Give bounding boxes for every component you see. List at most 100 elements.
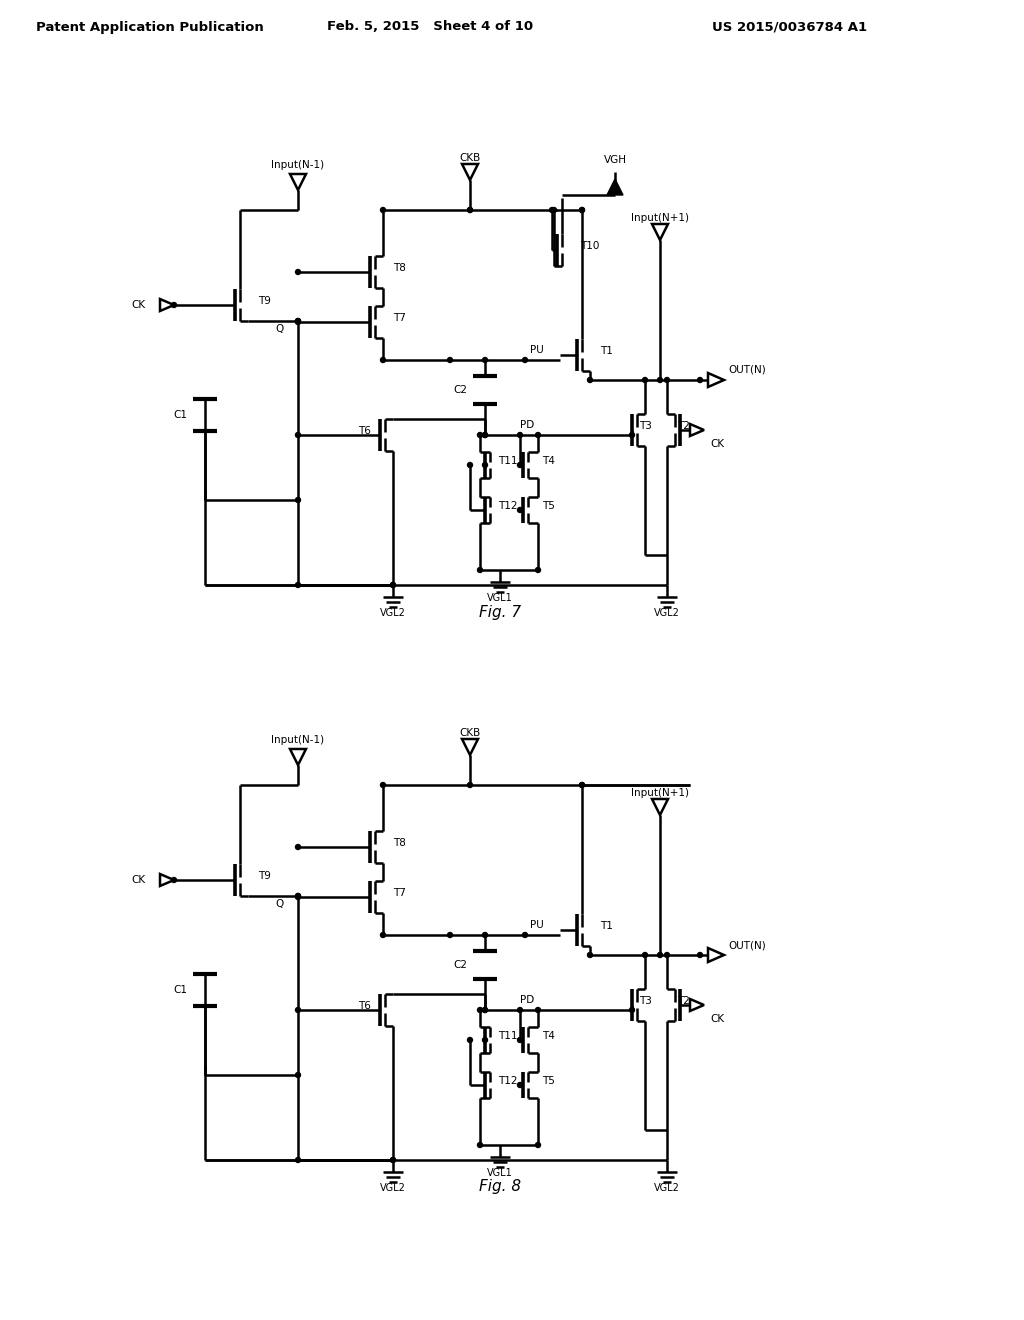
Text: Feb. 5, 2015   Sheet 4 of 10: Feb. 5, 2015 Sheet 4 of 10 xyxy=(327,21,534,33)
Text: VGL1: VGL1 xyxy=(487,593,513,603)
Text: T8: T8 xyxy=(393,838,406,847)
Circle shape xyxy=(580,783,585,788)
Text: T5: T5 xyxy=(542,1076,555,1086)
Polygon shape xyxy=(607,180,623,195)
Text: T7: T7 xyxy=(393,313,406,323)
Circle shape xyxy=(580,207,585,213)
Text: CK: CK xyxy=(132,300,146,310)
Circle shape xyxy=(296,269,300,275)
Circle shape xyxy=(390,582,395,587)
Circle shape xyxy=(477,1143,482,1147)
Text: C2: C2 xyxy=(453,960,467,970)
Circle shape xyxy=(482,433,487,437)
Circle shape xyxy=(468,1038,472,1043)
Circle shape xyxy=(536,1143,541,1147)
Text: T11: T11 xyxy=(498,455,517,466)
Polygon shape xyxy=(690,999,705,1011)
Polygon shape xyxy=(160,300,174,312)
Text: T7: T7 xyxy=(393,888,406,898)
Text: T1: T1 xyxy=(600,346,613,356)
Text: Patent Application Publication: Patent Application Publication xyxy=(36,21,264,33)
Text: OUT(N): OUT(N) xyxy=(728,940,766,950)
Circle shape xyxy=(468,462,472,467)
Circle shape xyxy=(482,433,487,437)
Circle shape xyxy=(477,568,482,573)
Text: T2: T2 xyxy=(677,997,690,1006)
Text: T10: T10 xyxy=(580,242,599,251)
Text: T6: T6 xyxy=(358,426,371,436)
Polygon shape xyxy=(462,739,478,755)
Circle shape xyxy=(296,894,300,899)
Circle shape xyxy=(468,783,472,788)
Circle shape xyxy=(296,894,300,899)
Circle shape xyxy=(657,953,663,957)
Text: T4: T4 xyxy=(542,455,555,466)
Circle shape xyxy=(642,378,647,383)
Text: Input(N-1): Input(N-1) xyxy=(271,160,325,170)
Circle shape xyxy=(390,582,395,587)
Text: VGL1: VGL1 xyxy=(487,1168,513,1177)
Circle shape xyxy=(381,932,385,937)
Circle shape xyxy=(517,507,522,512)
Circle shape xyxy=(697,953,702,957)
Circle shape xyxy=(296,318,300,323)
Circle shape xyxy=(517,1082,522,1088)
Circle shape xyxy=(517,1038,522,1043)
Circle shape xyxy=(296,1007,300,1012)
Circle shape xyxy=(296,433,300,437)
Text: Input(N+1): Input(N+1) xyxy=(631,213,689,223)
Circle shape xyxy=(171,878,176,883)
Circle shape xyxy=(477,433,482,437)
Text: OUT(N): OUT(N) xyxy=(728,366,766,375)
Text: CK: CK xyxy=(710,440,724,449)
Circle shape xyxy=(482,932,487,937)
Text: PD: PD xyxy=(520,420,535,430)
Text: T2: T2 xyxy=(677,421,690,432)
Circle shape xyxy=(447,358,453,363)
Circle shape xyxy=(522,932,527,937)
Polygon shape xyxy=(708,948,724,962)
Polygon shape xyxy=(290,174,306,190)
Circle shape xyxy=(588,953,593,957)
Circle shape xyxy=(482,1007,487,1012)
Circle shape xyxy=(697,378,702,383)
Text: C1: C1 xyxy=(173,985,187,995)
Circle shape xyxy=(296,895,300,899)
Text: VGL2: VGL2 xyxy=(654,1183,680,1193)
Circle shape xyxy=(580,783,585,788)
Circle shape xyxy=(296,845,300,850)
Polygon shape xyxy=(708,374,724,387)
Circle shape xyxy=(381,358,385,363)
Text: T9: T9 xyxy=(258,296,271,306)
Circle shape xyxy=(390,1158,395,1163)
Text: Input(N+1): Input(N+1) xyxy=(631,788,689,799)
Circle shape xyxy=(550,207,555,213)
Circle shape xyxy=(468,207,472,213)
Text: VGL2: VGL2 xyxy=(654,609,680,618)
Text: CKB: CKB xyxy=(460,153,480,162)
Polygon shape xyxy=(160,874,174,886)
Text: CK: CK xyxy=(132,875,146,884)
Circle shape xyxy=(588,378,593,383)
Polygon shape xyxy=(690,424,705,436)
Circle shape xyxy=(171,302,176,308)
Circle shape xyxy=(468,207,472,213)
Text: T11: T11 xyxy=(498,1031,517,1041)
Text: VGL2: VGL2 xyxy=(380,1183,406,1193)
Circle shape xyxy=(296,582,300,587)
Circle shape xyxy=(482,358,487,363)
Circle shape xyxy=(482,462,487,467)
Circle shape xyxy=(381,207,385,213)
Circle shape xyxy=(665,953,670,957)
Text: PU: PU xyxy=(530,345,544,355)
Text: CKB: CKB xyxy=(460,729,480,738)
Circle shape xyxy=(477,1007,482,1012)
Text: T12: T12 xyxy=(498,502,517,511)
Text: C1: C1 xyxy=(173,411,187,420)
Text: VGH: VGH xyxy=(603,154,627,165)
Circle shape xyxy=(642,953,647,957)
Text: T9: T9 xyxy=(258,871,271,880)
Circle shape xyxy=(536,433,541,437)
Polygon shape xyxy=(652,799,668,814)
Text: C2: C2 xyxy=(453,385,467,395)
